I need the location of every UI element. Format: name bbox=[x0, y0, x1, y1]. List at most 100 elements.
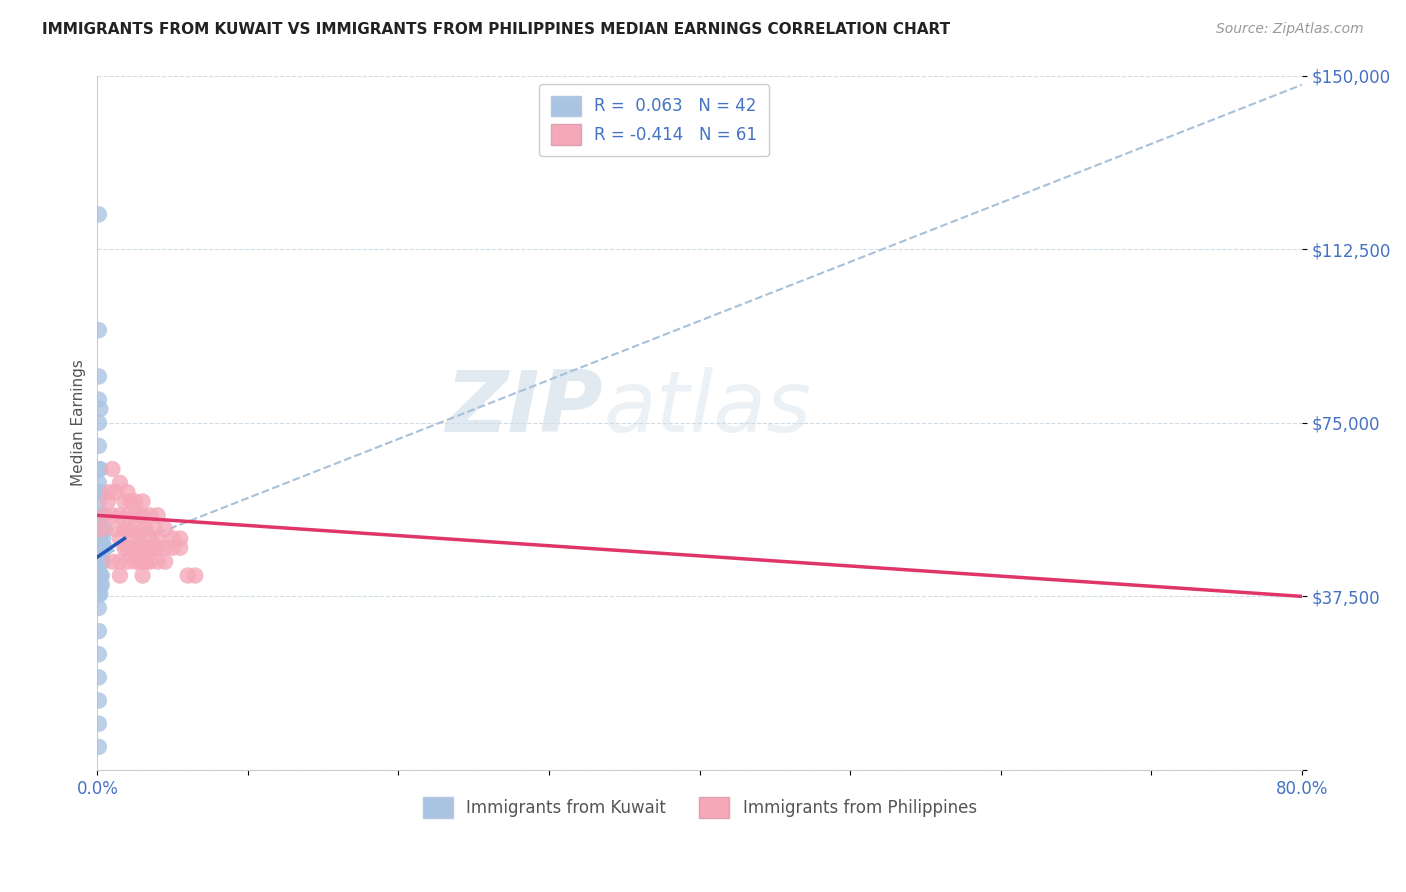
Point bbox=[184, 568, 207, 582]
Text: IMMIGRANTS FROM KUWAIT VS IMMIGRANTS FROM PHILIPPINES MEDIAN EARNINGS CORRELATIO: IMMIGRANTS FROM KUWAIT VS IMMIGRANTS FRO… bbox=[42, 22, 950, 37]
Point bbox=[101, 462, 124, 476]
Point bbox=[108, 568, 131, 582]
Point bbox=[124, 541, 146, 555]
Point bbox=[169, 541, 191, 555]
Point bbox=[87, 587, 110, 601]
Point bbox=[128, 555, 150, 569]
Point bbox=[117, 508, 139, 523]
Point bbox=[131, 494, 153, 508]
Point bbox=[128, 508, 150, 523]
Point bbox=[89, 485, 111, 500]
Point bbox=[89, 508, 111, 523]
Point bbox=[90, 522, 112, 536]
Point bbox=[128, 532, 150, 546]
Point bbox=[89, 532, 111, 546]
Point bbox=[87, 462, 110, 476]
Point bbox=[114, 522, 136, 536]
Point bbox=[108, 532, 131, 546]
Point bbox=[97, 494, 120, 508]
Point bbox=[153, 555, 176, 569]
Point bbox=[90, 508, 112, 523]
Point bbox=[87, 693, 110, 707]
Point bbox=[124, 494, 146, 508]
Point bbox=[146, 541, 169, 555]
Point bbox=[87, 541, 110, 555]
Point bbox=[89, 555, 111, 569]
Point bbox=[153, 522, 176, 536]
Point bbox=[114, 541, 136, 555]
Point bbox=[153, 541, 176, 555]
Point bbox=[117, 541, 139, 555]
Point bbox=[120, 494, 142, 508]
Point bbox=[162, 541, 184, 555]
Point bbox=[108, 508, 131, 523]
Point bbox=[139, 541, 162, 555]
Point bbox=[87, 568, 110, 582]
Point bbox=[87, 522, 110, 536]
Point bbox=[104, 485, 127, 500]
Point bbox=[89, 578, 111, 592]
Point bbox=[135, 541, 157, 555]
Point bbox=[146, 508, 169, 523]
Point bbox=[176, 568, 198, 582]
Point bbox=[131, 568, 153, 582]
Point bbox=[93, 555, 115, 569]
Point bbox=[98, 485, 121, 500]
Point bbox=[108, 475, 131, 490]
Point bbox=[87, 323, 110, 337]
Point bbox=[87, 601, 110, 615]
Point bbox=[87, 647, 110, 661]
Legend: Immigrants from Kuwait, Immigrants from Philippines: Immigrants from Kuwait, Immigrants from … bbox=[416, 790, 983, 824]
Point bbox=[101, 508, 124, 523]
Point bbox=[87, 624, 110, 639]
Point bbox=[117, 485, 139, 500]
Point bbox=[131, 555, 153, 569]
Point bbox=[90, 578, 112, 592]
Point bbox=[124, 555, 146, 569]
Point bbox=[90, 522, 112, 536]
Point bbox=[131, 541, 153, 555]
Point bbox=[117, 522, 139, 536]
Point bbox=[146, 532, 169, 546]
Point bbox=[120, 541, 142, 555]
Point bbox=[87, 392, 110, 407]
Text: ZIP: ZIP bbox=[446, 368, 603, 450]
Point bbox=[94, 508, 117, 523]
Y-axis label: Median Earnings: Median Earnings bbox=[72, 359, 86, 486]
Point bbox=[89, 568, 111, 582]
Point bbox=[87, 494, 110, 508]
Point bbox=[104, 522, 127, 536]
Point bbox=[87, 716, 110, 731]
Text: atlas: atlas bbox=[603, 368, 811, 450]
Point bbox=[139, 555, 162, 569]
Point bbox=[124, 508, 146, 523]
Point bbox=[87, 207, 110, 221]
Point bbox=[135, 555, 157, 569]
Point bbox=[90, 541, 112, 555]
Point bbox=[139, 508, 162, 523]
Point bbox=[90, 555, 112, 569]
Point bbox=[87, 485, 110, 500]
Point bbox=[87, 670, 110, 684]
Point bbox=[89, 401, 111, 416]
Point bbox=[139, 532, 162, 546]
Point bbox=[87, 369, 110, 384]
Point bbox=[131, 522, 153, 536]
Point bbox=[114, 494, 136, 508]
Point bbox=[101, 555, 124, 569]
Point bbox=[89, 462, 111, 476]
Point bbox=[143, 541, 166, 555]
Point bbox=[135, 522, 157, 536]
Point bbox=[87, 439, 110, 453]
Point bbox=[143, 522, 166, 536]
Point bbox=[108, 555, 131, 569]
Point bbox=[87, 416, 110, 430]
Point bbox=[94, 522, 117, 536]
Point bbox=[120, 522, 142, 536]
Point bbox=[117, 555, 139, 569]
Point bbox=[169, 532, 191, 546]
Point bbox=[93, 532, 115, 546]
Text: Source: ZipAtlas.com: Source: ZipAtlas.com bbox=[1216, 22, 1364, 37]
Point bbox=[146, 555, 169, 569]
Point bbox=[89, 587, 111, 601]
